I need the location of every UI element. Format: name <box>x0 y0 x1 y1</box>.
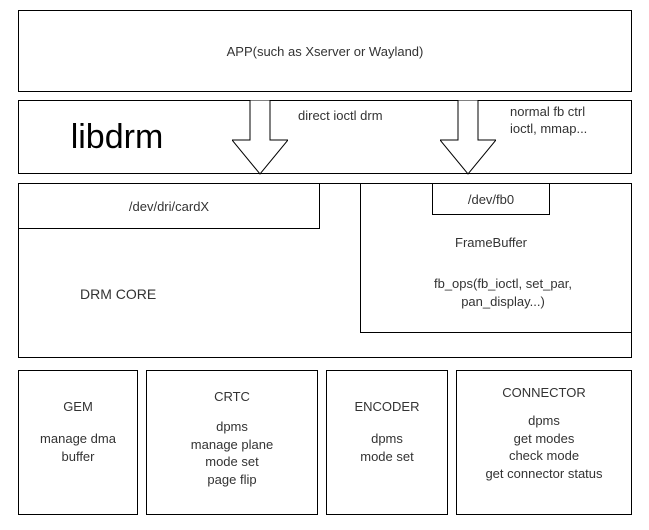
gem-box: GEM manage dma buffer <box>18 370 138 515</box>
framebuffer-title: FrameBuffer <box>455 235 527 252</box>
arrow-normal-label: normal fb ctrl ioctl, mmap... <box>510 104 630 138</box>
crtc-box: CRTC dpms manage plane mode set page fli… <box>146 370 318 515</box>
crtc-title: CRTC <box>147 389 317 404</box>
arrow-direct <box>232 100 288 180</box>
dev-card-box: /dev/dri/cardX <box>18 183 320 229</box>
connector-box: CONNECTOR dpms get modes check mode get … <box>456 370 632 515</box>
encoder-title: ENCODER <box>327 399 447 414</box>
dev-fb-label: /dev/fb0 <box>468 192 514 207</box>
encoder-box: ENCODER dpms mode set <box>326 370 448 515</box>
diagram-canvas: APP(such as Xserver or Wayland) libdrm d… <box>0 0 649 530</box>
dev-card-label: /dev/dri/cardX <box>129 199 209 214</box>
app-box: APP(such as Xserver or Wayland) <box>18 10 632 92</box>
libdrm-box: libdrm <box>18 100 216 174</box>
framebuffer-ops: fb_ops(fb_ioctl, set_par, pan_display...… <box>418 275 588 310</box>
app-title: APP(such as Xserver or Wayland) <box>227 44 424 59</box>
arrow-normal <box>440 100 496 180</box>
arrow-direct-label: direct ioctl drm <box>298 108 418 125</box>
drm-core-label: DRM CORE <box>80 285 156 303</box>
connector-title: CONNECTOR <box>457 385 631 400</box>
gem-title: GEM <box>19 399 137 414</box>
libdrm-label: libdrm <box>71 118 164 157</box>
dev-fb-box: /dev/fb0 <box>432 183 550 215</box>
